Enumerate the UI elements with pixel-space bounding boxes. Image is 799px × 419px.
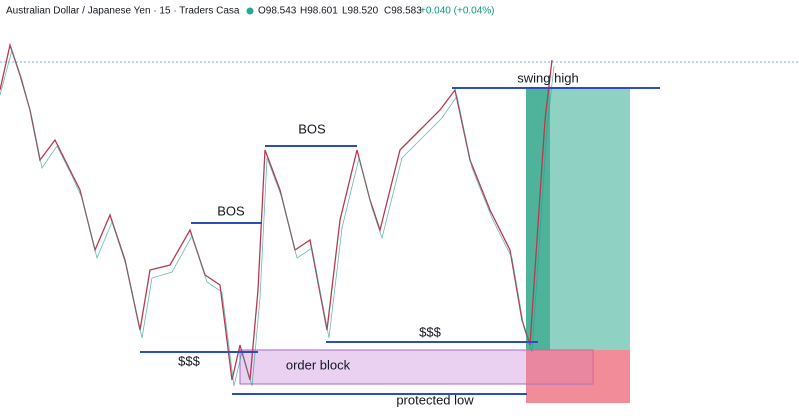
high-price: H98.601 [300, 6, 338, 17]
liquidity-label: $$$ [419, 324, 441, 339]
symbol-title: Australian Dollar / Japanese Yen · 15 · … [6, 6, 240, 17]
bos-label: BOS [217, 203, 245, 218]
price-path-wicks [0, 48, 555, 387]
order-block-label: order block [286, 357, 351, 372]
price-path [0, 42, 553, 381]
liquidity-label: $$$ [178, 353, 200, 368]
bos-label: BOS [298, 121, 326, 136]
close-price: C98.583 [384, 6, 422, 17]
status-dot [246, 7, 254, 15]
price-change: +0.040 (+0.04%) [420, 6, 495, 17]
protected-low-label: protected low [396, 392, 474, 407]
overlap-zone [526, 350, 593, 384]
low-price: L98.520 [342, 6, 379, 17]
open-price: O98.543 [258, 6, 297, 17]
swing-high-label: swing high [517, 70, 578, 85]
